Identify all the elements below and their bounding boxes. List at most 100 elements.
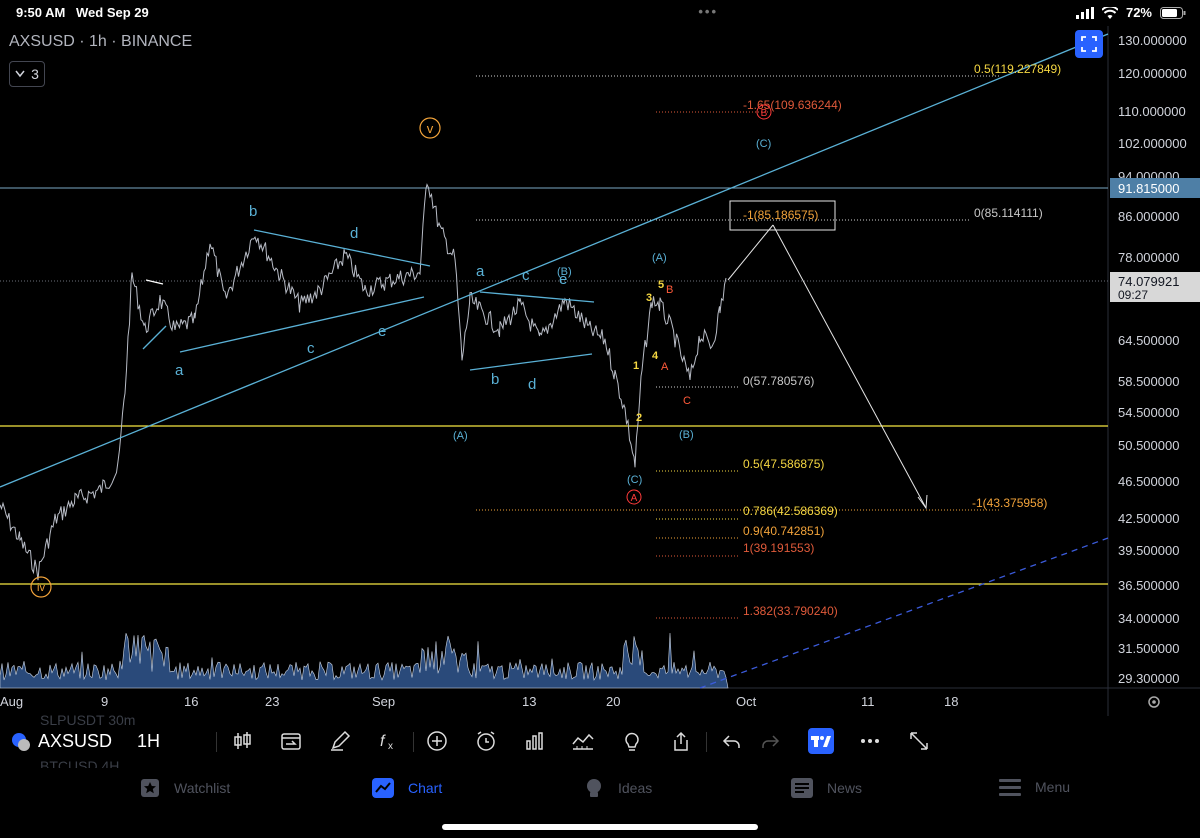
bar-chart-icon bbox=[526, 732, 543, 750]
projection-arrow bbox=[727, 200, 928, 510]
time-tick-label: 18 bbox=[944, 694, 958, 709]
price-tick-label: 58.500000 bbox=[1118, 374, 1179, 389]
fullscreen-icon bbox=[1081, 36, 1097, 52]
price-line-label: 91.815000 bbox=[1110, 178, 1200, 198]
price-tick-label: 34.000000 bbox=[1118, 611, 1179, 626]
tab-label: News bbox=[827, 780, 863, 796]
ghost-watch-item: SLPUSDT 30m bbox=[40, 712, 136, 728]
lightbulb-icon bbox=[587, 779, 601, 797]
financials-button[interactable] bbox=[522, 728, 548, 754]
fib-label: 0(85.114111) bbox=[974, 206, 1043, 220]
symbol-selector[interactable]: AXSUSD bbox=[38, 731, 113, 751]
wave-label: (C) bbox=[756, 138, 771, 150]
wave-label: (B) bbox=[557, 266, 572, 278]
wave-label: a bbox=[175, 362, 184, 379]
undo-icon bbox=[722, 735, 740, 748]
tab-menu[interactable]: Menu bbox=[999, 778, 1070, 796]
toolbar-divider bbox=[413, 732, 414, 752]
strategy-button[interactable] bbox=[570, 728, 596, 754]
star-square-icon bbox=[141, 779, 159, 797]
volume-area bbox=[0, 632, 729, 689]
time-tick-label: Sep bbox=[372, 694, 395, 709]
status-date: Wed Sep 29 bbox=[76, 5, 149, 20]
drawing-tools-button[interactable] bbox=[327, 728, 353, 754]
svg-text:74.079921: 74.079921 bbox=[1118, 274, 1179, 289]
fib-label: 1(39.191553) bbox=[743, 541, 814, 555]
price-chart[interactable]: 0.5(119.227849) -1.65(109.636244) -1(85.… bbox=[0, 26, 1200, 716]
gear-icon[interactable] bbox=[1148, 696, 1160, 708]
tab-watchlist[interactable]: Watchlist bbox=[140, 778, 230, 798]
time-tick-label: 11 bbox=[861, 694, 875, 709]
wifi-icon bbox=[1101, 6, 1118, 19]
bottom-toolbar: SLPUSDT 30m BTCUSD 4H bbox=[0, 712, 1200, 774]
wave-label: e bbox=[559, 271, 567, 288]
fib-label: 0(57.780576) bbox=[743, 374, 814, 388]
fib-label: 0.786(42.586369) bbox=[743, 504, 838, 518]
tab-label: Ideas bbox=[618, 780, 653, 796]
wave-circle-b: B bbox=[756, 104, 772, 120]
more-button[interactable] bbox=[857, 728, 883, 754]
wave-label: a bbox=[476, 263, 485, 280]
price-tick-label: 36.500000 bbox=[1118, 578, 1179, 593]
wave-circle-a: A bbox=[626, 489, 642, 505]
tab-label: Watchlist bbox=[174, 780, 231, 796]
tradingview-button[interactable] bbox=[808, 728, 834, 754]
tab-news[interactable]: News bbox=[791, 778, 862, 798]
fib-label: 0.5(119.227849) bbox=[974, 62, 1061, 76]
fib-label: -1(43.375958) bbox=[972, 496, 1047, 510]
fullscreen-button[interactable] bbox=[1075, 30, 1103, 58]
chart-icon bbox=[372, 778, 394, 798]
fib-label: -1(85.186575) bbox=[743, 208, 818, 222]
price-tick-label: 130.000000 bbox=[1118, 33, 1187, 48]
currency-logo-icon bbox=[18, 739, 30, 751]
pen-icon bbox=[331, 730, 351, 751]
price-tick-label: 120.000000 bbox=[1118, 66, 1187, 81]
add-button[interactable] bbox=[424, 728, 450, 754]
wave-label: (A) bbox=[652, 252, 667, 264]
svg-text:A: A bbox=[631, 493, 638, 504]
tab-chart[interactable]: Chart bbox=[372, 778, 442, 798]
svg-text:B: B bbox=[761, 108, 768, 119]
price-tick-label: 46.500000 bbox=[1118, 474, 1179, 489]
trendlines bbox=[0, 33, 1109, 689]
wave-circle-iv: iv bbox=[30, 576, 52, 598]
undo-button[interactable] bbox=[719, 728, 745, 754]
fib-levels bbox=[476, 75, 1000, 619]
wave-label: d bbox=[350, 225, 358, 242]
share-button[interactable] bbox=[668, 728, 694, 754]
wave-label: 3 bbox=[646, 292, 652, 304]
wave-label: c bbox=[522, 267, 530, 284]
wave-label: 5 bbox=[658, 279, 664, 291]
price-tick-label: 42.500000 bbox=[1118, 511, 1179, 526]
candle-style-button[interactable] bbox=[229, 728, 255, 754]
time-tick-label: 20 bbox=[606, 694, 620, 709]
newspaper-icon bbox=[791, 778, 813, 798]
interval-selector[interactable]: 1H bbox=[137, 731, 161, 751]
calendar-compare-icon bbox=[281, 733, 301, 750]
svg-text:91.815000: 91.815000 bbox=[1118, 181, 1179, 196]
indicators-toggle-button[interactable]: 3 bbox=[9, 61, 45, 87]
wave-label: (B) bbox=[679, 429, 694, 441]
tab-ideas[interactable]: Ideas bbox=[584, 778, 652, 798]
expand-button[interactable] bbox=[906, 728, 932, 754]
line-chart-icon bbox=[572, 733, 594, 750]
redo-button[interactable] bbox=[757, 728, 783, 754]
time-tick-label: 13 bbox=[522, 694, 536, 709]
tab-label: Chart bbox=[408, 780, 443, 796]
status-bar: 9:50 AM Wed Sep 29 ••• 72% bbox=[0, 0, 1200, 26]
fib-label: 1.382(33.790240) bbox=[743, 604, 838, 618]
battery-icon bbox=[1160, 6, 1186, 19]
price-tick-label: 86.000000 bbox=[1118, 209, 1179, 224]
more-dots-icon bbox=[861, 739, 879, 743]
alert-button[interactable] bbox=[473, 728, 499, 754]
compare-button[interactable] bbox=[278, 728, 304, 754]
alarm-clock-icon bbox=[477, 731, 495, 751]
ideas-button[interactable] bbox=[619, 728, 645, 754]
wave-label: C bbox=[683, 395, 691, 407]
fib-label: 0.5(47.586875) bbox=[743, 457, 824, 471]
svg-text:iv: iv bbox=[37, 582, 45, 594]
home-indicator bbox=[442, 824, 758, 830]
more-dots-icon: ••• bbox=[698, 4, 718, 19]
wave-label: 4 bbox=[652, 350, 659, 362]
